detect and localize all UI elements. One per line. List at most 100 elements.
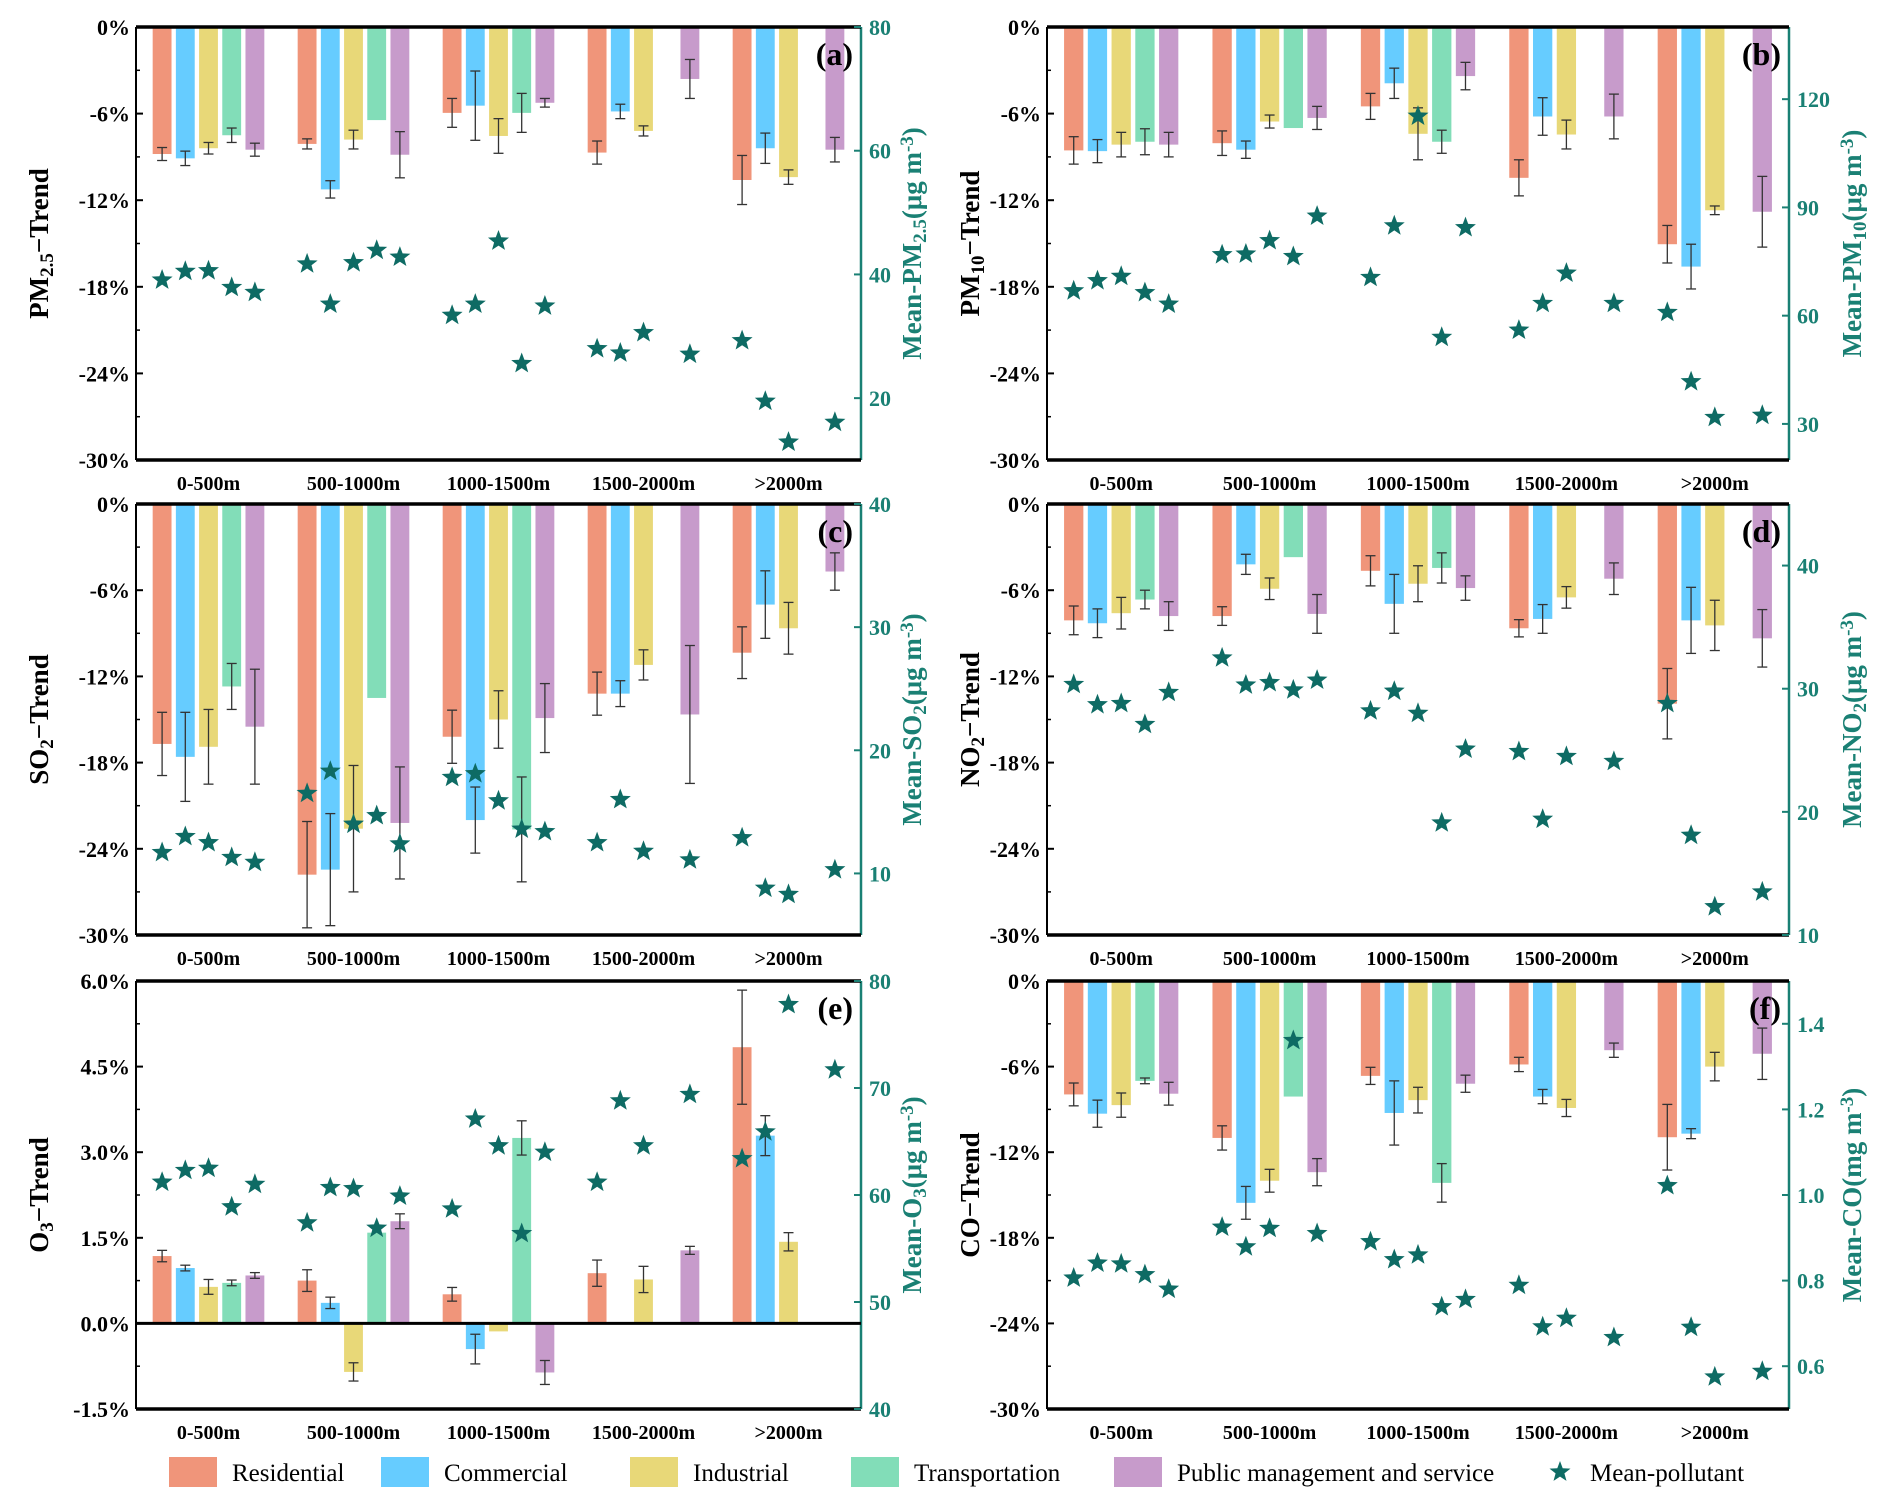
bar-commercial bbox=[1384, 504, 1404, 604]
y2-axis-title: Mean-NO2(μg m-3) bbox=[1837, 611, 1871, 828]
y-tick-label: -12% bbox=[990, 1140, 1041, 1165]
bar-residential bbox=[1064, 981, 1084, 1095]
bar-industrial bbox=[1556, 504, 1577, 598]
bar-public bbox=[390, 504, 410, 823]
label-part: −Trend bbox=[24, 654, 54, 739]
mean-star-transportation bbox=[221, 276, 243, 297]
mean-star-industrial bbox=[633, 1134, 654, 1155]
bar-residential bbox=[1064, 504, 1084, 621]
label-part: 2 bbox=[37, 739, 58, 749]
y-tick-label: -24% bbox=[990, 1311, 1041, 1336]
bar-industrial bbox=[1556, 981, 1577, 1108]
bar-public bbox=[1455, 504, 1476, 589]
y2-tick-label: 120 bbox=[1797, 87, 1830, 112]
legend-label-transportation: Transportation bbox=[914, 1460, 1061, 1487]
label-part: Mean-CO(mg m bbox=[1837, 1112, 1867, 1302]
bar-residential bbox=[1360, 27, 1381, 107]
mean-star-public bbox=[1751, 404, 1773, 425]
bar-public bbox=[1752, 504, 1772, 639]
bar-industrial bbox=[1408, 504, 1428, 584]
bar-public bbox=[680, 27, 700, 79]
bar-public bbox=[680, 1250, 700, 1324]
y2-tick-label: 70 bbox=[869, 1076, 891, 1101]
bar-commercial bbox=[1533, 981, 1553, 1097]
mean-star-transportation bbox=[1282, 245, 1304, 266]
mean-star-commercial bbox=[1680, 1316, 1702, 1337]
mean-star-industrial bbox=[488, 1134, 509, 1155]
bar-residential bbox=[587, 504, 607, 694]
mean-star-residential bbox=[151, 841, 173, 862]
mean-star-commercial bbox=[609, 342, 631, 362]
bar-public bbox=[390, 1221, 410, 1324]
panel-a: 0% -6% -12% -18% -24% -30% 20 40 60 80 0-500m 500-1… bbox=[24, 15, 931, 495]
mean-star-residential bbox=[731, 826, 753, 847]
label-part: −Trend bbox=[955, 171, 985, 256]
bar-commercial bbox=[1681, 981, 1701, 1134]
bar-commercial bbox=[465, 27, 485, 106]
mean-star-commercial bbox=[319, 760, 341, 781]
legend-swatch-public bbox=[1114, 1457, 1162, 1487]
y-tick-label: -12% bbox=[79, 188, 130, 213]
bar-residential bbox=[1212, 981, 1232, 1138]
bar-public bbox=[390, 27, 410, 155]
bar-transportation bbox=[1432, 27, 1452, 142]
mean-star-industrial bbox=[1407, 702, 1429, 723]
y2-tick-label: 0.8 bbox=[1797, 1269, 1825, 1294]
mean-star-commercial bbox=[1087, 693, 1108, 714]
mean-star-industrial bbox=[1704, 895, 1726, 916]
mean-star-transportation bbox=[1282, 678, 1304, 699]
mean-star-commercial bbox=[319, 293, 341, 313]
mean-star-residential bbox=[441, 766, 463, 787]
y-tick-label: 0% bbox=[1008, 492, 1041, 517]
mean-star-commercial bbox=[754, 877, 776, 898]
y-tick-label: -1.5% bbox=[73, 1397, 130, 1422]
x-tick-label: >2000m bbox=[1681, 1422, 1749, 1444]
bar-public bbox=[535, 27, 555, 103]
bar-industrial bbox=[1259, 504, 1280, 589]
label-part: -3 bbox=[1837, 139, 1858, 155]
bar-public bbox=[1604, 981, 1624, 1051]
bar-industrial bbox=[634, 1279, 653, 1324]
bar-transportation bbox=[222, 27, 242, 136]
mean-star-transportation bbox=[1282, 1029, 1304, 1050]
legend-swatch-residential bbox=[169, 1457, 217, 1487]
mean-star-residential bbox=[1063, 1267, 1085, 1287]
y-tick-label: -24% bbox=[990, 837, 1041, 862]
mean-star-commercial bbox=[464, 762, 486, 783]
mean-star-residential bbox=[1656, 1174, 1678, 1195]
mean-star-commercial bbox=[1235, 1235, 1257, 1256]
y-tick-label: -6% bbox=[90, 578, 130, 603]
bar-residential bbox=[1657, 504, 1677, 704]
mean-star-public bbox=[1455, 216, 1476, 237]
mean-star-commercial bbox=[1532, 292, 1554, 313]
bar-transportation bbox=[367, 1232, 387, 1324]
mean-star-transportation bbox=[511, 818, 533, 838]
bar-residential bbox=[1509, 981, 1529, 1065]
mean-star-commercial bbox=[609, 1089, 631, 1110]
label-part: Mean-SO bbox=[897, 715, 927, 826]
bar-residential bbox=[1657, 27, 1677, 245]
bar-commercial bbox=[1236, 981, 1256, 1203]
mean-star-public bbox=[1751, 1360, 1773, 1381]
label-part: (μg m bbox=[897, 1121, 927, 1189]
bar-industrial bbox=[1111, 981, 1131, 1106]
mean-star-public bbox=[389, 246, 411, 266]
mean-star-industrial bbox=[1555, 1307, 1577, 1328]
y2-tick-label: 10 bbox=[869, 861, 891, 886]
bar-public bbox=[680, 504, 700, 715]
y-tick-label: -6% bbox=[1001, 578, 1041, 603]
mean-star-industrial bbox=[343, 251, 364, 272]
label-part: (μg m bbox=[1837, 635, 1867, 703]
x-tick-label: 1000-1500m bbox=[1366, 1422, 1470, 1444]
mean-star-industrial bbox=[1704, 1365, 1726, 1386]
bar-industrial bbox=[779, 1241, 798, 1324]
mean-star-commercial bbox=[174, 1159, 196, 1180]
label-part: 10 bbox=[1850, 221, 1871, 240]
x-tick-label: >2000m bbox=[1681, 948, 1749, 970]
label-part: 3 bbox=[37, 1222, 58, 1232]
label-part: 2 bbox=[910, 705, 931, 715]
bar-public bbox=[1307, 504, 1327, 614]
mean-star-residential bbox=[1360, 266, 1381, 287]
label-part: (μg m bbox=[897, 638, 927, 706]
